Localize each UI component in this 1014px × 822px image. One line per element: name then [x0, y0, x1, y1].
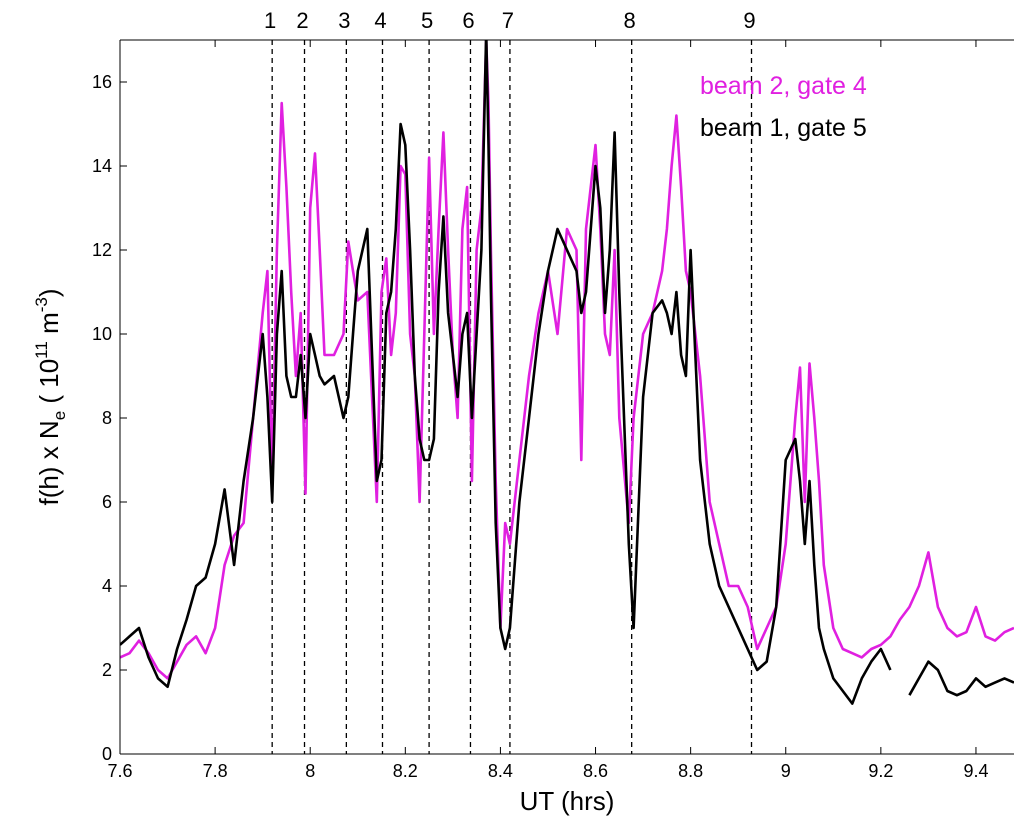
event-marker-label: 2 — [296, 8, 308, 33]
event-marker-label: 7 — [502, 8, 514, 33]
y-axis-label-mid: ( 10 — [34, 359, 64, 411]
y-tick-label: 14 — [92, 156, 112, 176]
x-tick-label: 9.2 — [868, 761, 893, 781]
y-tick-label: 4 — [102, 576, 112, 596]
x-tick-label: 8.2 — [393, 761, 418, 781]
axes — [119, 39, 1014, 755]
x-tick-label: 9 — [781, 761, 791, 781]
legend-entry-beam1: beam 1, gate 5 — [700, 114, 867, 142]
x-axis-label: UT (hrs) — [520, 786, 615, 816]
y-axis-label-unit: m — [34, 312, 64, 341]
legend-entry-beam2: beam 2, gate 4 — [700, 72, 867, 100]
x-tick-label: 7.8 — [203, 761, 228, 781]
y-tick-label: 6 — [102, 492, 112, 512]
y-tick-label: 2 — [102, 660, 112, 680]
event-marker-label: 3 — [338, 8, 350, 33]
y-axis-label-main: f(h) x N — [34, 420, 64, 505]
series-line-beam1-gate5 — [120, 40, 1014, 705]
y-axis-label: f(h) x Ne ( 1011 m-3) — [32, 288, 69, 505]
y-tick-label: 8 — [102, 408, 112, 428]
series-line-beam2-gate4 — [120, 40, 1014, 680]
y-axis-label-sub: e — [50, 411, 69, 420]
y-axis-label-close: ) — [34, 288, 64, 297]
y-ticks: 0 2 4 6 8 10 12 14 16 — [92, 72, 127, 764]
legend: beam 2, gate 4 beam 1, gate 5 — [700, 72, 867, 142]
y-tick-label: 0 — [102, 744, 112, 764]
event-marker-label: 8 — [624, 8, 636, 33]
x-tick-label: 8 — [305, 761, 315, 781]
event-marker-label: 5 — [421, 8, 433, 33]
event-marker-label: 4 — [374, 8, 386, 33]
event-marker-label: 9 — [743, 8, 755, 33]
event-marker-label: 1 — [264, 8, 276, 33]
x-ticks: 7.6 7.8 8 8.2 8.4 8.6 8.8 9 9.2 9.4 — [107, 40, 988, 781]
y-tick-label: 12 — [92, 240, 112, 260]
y-axis-label-exp: 11 — [32, 341, 51, 359]
x-tick-label: 8.6 — [583, 761, 608, 781]
y-axis-label-unit-exp: -3 — [32, 297, 51, 312]
event-marker-label: 6 — [462, 8, 474, 33]
x-tick-label: 7.6 — [107, 761, 132, 781]
x-tick-label: 8.8 — [678, 761, 703, 781]
y-tick-label: 16 — [92, 72, 112, 92]
y-tick-label: 10 — [92, 324, 112, 344]
x-tick-label: 8.4 — [488, 761, 513, 781]
series-lines — [120, 40, 1014, 705]
x-tick-label: 9.4 — [963, 761, 988, 781]
